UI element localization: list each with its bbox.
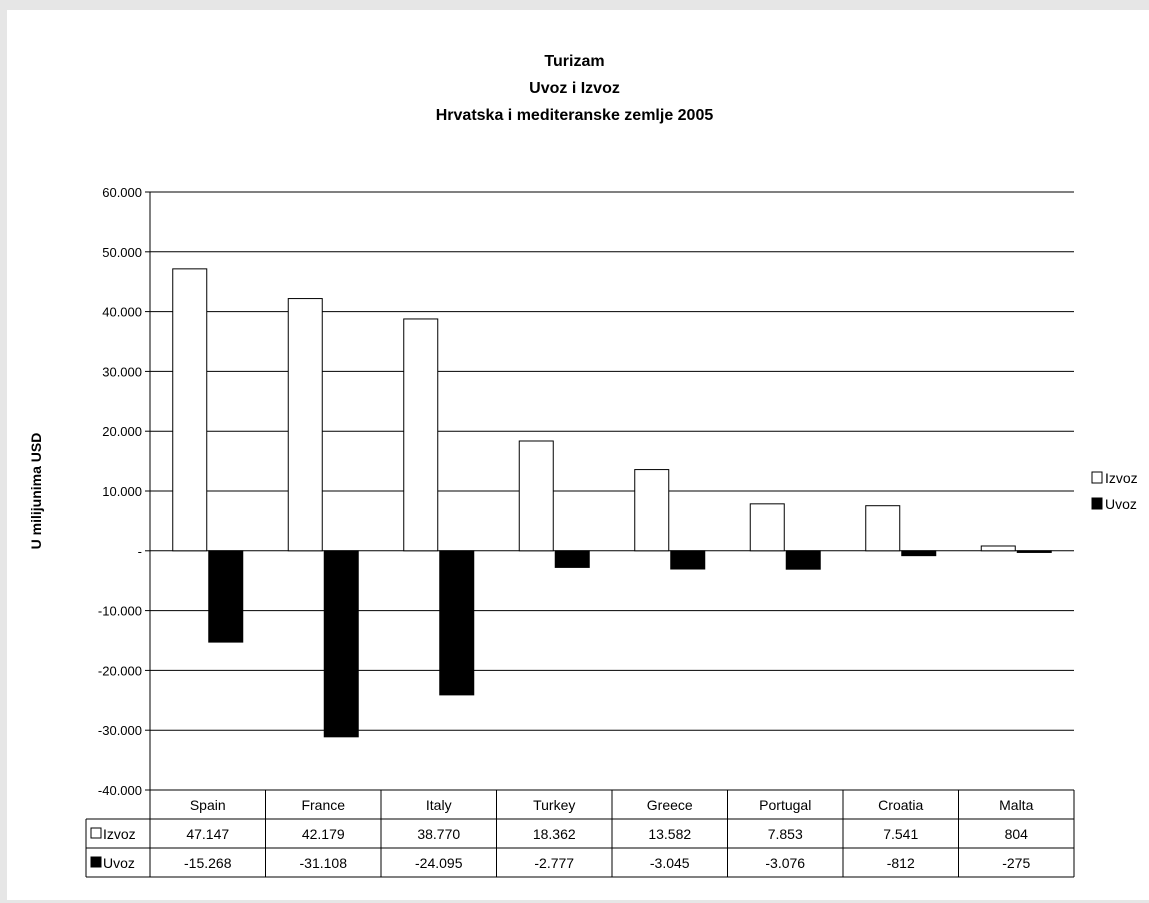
chart-subtitle: Uvoz i Izvoz — [529, 80, 620, 97]
x-tick-label: Greece — [647, 797, 693, 813]
bar-uvoz-france — [323, 550, 359, 738]
data-label: 7.853 — [768, 826, 803, 842]
data-label: -31.108 — [300, 855, 348, 871]
legend-label-izvoz: Izvoz — [1105, 470, 1138, 486]
y-tick-label: - — [138, 544, 142, 559]
y-tick-label: -10.000 — [98, 604, 142, 619]
bar-uvoz-portugal — [785, 550, 821, 570]
y-tick-label: 60.000 — [102, 185, 142, 200]
data-label: 804 — [1005, 826, 1029, 842]
data-label: 38.770 — [417, 826, 460, 842]
data-label: -3.045 — [650, 855, 690, 871]
legend-label-uvoz: Uvoz — [1105, 496, 1137, 512]
table-legend-key-izvoz — [90, 827, 102, 839]
table-legend-key-uvoz — [90, 856, 102, 868]
x-tick-label: Portugal — [759, 797, 811, 813]
chart-subtitle-2: Hrvatska i mediteranske zemlje 2005 — [435, 107, 714, 124]
data-label: 7.541 — [883, 826, 918, 842]
x-tick-label: France — [301, 797, 345, 813]
x-tick-label: Italy — [426, 797, 452, 813]
x-tick-label: Turkey — [533, 797, 575, 813]
y-axis-label: U milijunima USD — [28, 433, 44, 550]
y-tick-label: -40.000 — [98, 783, 142, 798]
data-label: -3.076 — [765, 855, 805, 871]
data-label: -15.268 — [184, 855, 232, 871]
legend-key-izvoz — [1091, 471, 1103, 484]
y-tick-label: 50.000 — [102, 245, 142, 260]
x-tick-label: Croatia — [878, 797, 923, 813]
bar-izvoz-portugal — [749, 503, 785, 552]
data-label: 42.179 — [302, 826, 345, 842]
bar-izvoz-malta — [980, 545, 1016, 552]
y-tick-label: 20.000 — [102, 424, 142, 439]
table-series-name: Uvoz — [103, 855, 135, 871]
data-label: -2.777 — [534, 855, 574, 871]
legend-key-uvoz — [1091, 497, 1103, 510]
bar-izvoz-turkey — [518, 440, 554, 552]
bar-izvoz-croatia — [865, 505, 901, 552]
data-label: -275 — [1002, 855, 1030, 871]
y-tick-label: -30.000 — [98, 723, 142, 738]
y-tick-label: 40.000 — [102, 305, 142, 320]
x-tick-label: Malta — [999, 797, 1033, 813]
data-label: 47.147 — [186, 826, 229, 842]
bar-izvoz-italy — [403, 318, 439, 552]
bar-uvoz-turkey — [554, 550, 590, 568]
y-tick-label: -20.000 — [98, 663, 142, 678]
bar-uvoz-spain — [208, 550, 244, 643]
bar-izvoz-spain — [172, 268, 208, 552]
table-series-name: Izvoz — [103, 826, 136, 842]
bar-izvoz-france — [287, 298, 323, 552]
bar-uvoz-malta — [1016, 550, 1052, 553]
chart-title: Turizam — [544, 53, 605, 70]
data-label: 13.582 — [648, 826, 691, 842]
bar-uvoz-italy — [439, 550, 475, 696]
y-tick-label: 10.000 — [102, 484, 142, 499]
data-label: -24.095 — [415, 855, 463, 871]
data-label: 18.362 — [533, 826, 576, 842]
y-tick-label: 30.000 — [102, 364, 142, 379]
bar-izvoz-greece — [634, 469, 670, 552]
bar-uvoz-croatia — [901, 550, 937, 557]
x-tick-label: Spain — [190, 797, 226, 813]
bar-uvoz-greece — [670, 550, 706, 570]
data-label: -812 — [887, 855, 915, 871]
